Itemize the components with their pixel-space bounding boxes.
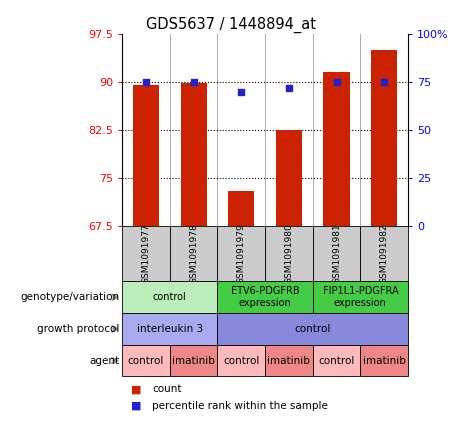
Bar — [276, 130, 302, 226]
Point — [285, 84, 293, 91]
Bar — [361, 226, 408, 281]
Text: ETV6-PDGFRB
expression: ETV6-PDGFRB expression — [231, 286, 299, 308]
Text: imatinib: imatinib — [172, 356, 215, 365]
Bar — [133, 85, 159, 226]
Text: agent: agent — [90, 356, 120, 365]
Text: FIP1L1-PDGFRA
expression: FIP1L1-PDGFRA expression — [323, 286, 398, 308]
Text: GSM1091980: GSM1091980 — [284, 223, 293, 284]
Text: control: control — [153, 292, 187, 302]
Bar — [181, 83, 207, 226]
Point — [333, 79, 340, 85]
Bar — [324, 72, 349, 226]
Text: count: count — [152, 384, 182, 394]
Bar — [313, 226, 361, 281]
Bar — [313, 345, 361, 376]
Text: GSM1091979: GSM1091979 — [237, 223, 246, 284]
Point — [380, 79, 388, 85]
Bar — [371, 50, 397, 226]
Text: GSM1091982: GSM1091982 — [380, 223, 389, 284]
Bar — [313, 281, 408, 313]
Bar — [265, 345, 313, 376]
Bar — [218, 281, 313, 313]
Point — [237, 88, 245, 95]
Bar — [170, 345, 218, 376]
Text: GSM1091978: GSM1091978 — [189, 223, 198, 284]
Text: control: control — [319, 356, 355, 365]
Text: GDS5637 / 1448894_at: GDS5637 / 1448894_at — [146, 17, 315, 33]
Bar — [218, 313, 408, 345]
Bar — [361, 345, 408, 376]
Bar — [265, 226, 313, 281]
Text: control: control — [223, 356, 260, 365]
Point — [142, 79, 150, 85]
Bar — [122, 313, 218, 345]
Bar — [218, 226, 265, 281]
Text: control: control — [128, 356, 164, 365]
Text: ■: ■ — [131, 401, 142, 411]
Text: ■: ■ — [131, 384, 142, 394]
Text: percentile rank within the sample: percentile rank within the sample — [152, 401, 328, 411]
Bar — [122, 226, 170, 281]
Text: GSM1091977: GSM1091977 — [142, 223, 150, 284]
Point — [190, 79, 197, 85]
Text: GSM1091981: GSM1091981 — [332, 223, 341, 284]
Bar — [122, 345, 170, 376]
Text: control: control — [295, 324, 331, 334]
Text: interleukin 3: interleukin 3 — [137, 324, 203, 334]
Bar — [170, 226, 218, 281]
Bar — [228, 191, 254, 226]
Bar — [218, 345, 265, 376]
Text: imatinib: imatinib — [363, 356, 406, 365]
Text: genotype/variation: genotype/variation — [21, 292, 120, 302]
Text: growth protocol: growth protocol — [37, 324, 120, 334]
Text: imatinib: imatinib — [267, 356, 310, 365]
Bar — [122, 281, 218, 313]
